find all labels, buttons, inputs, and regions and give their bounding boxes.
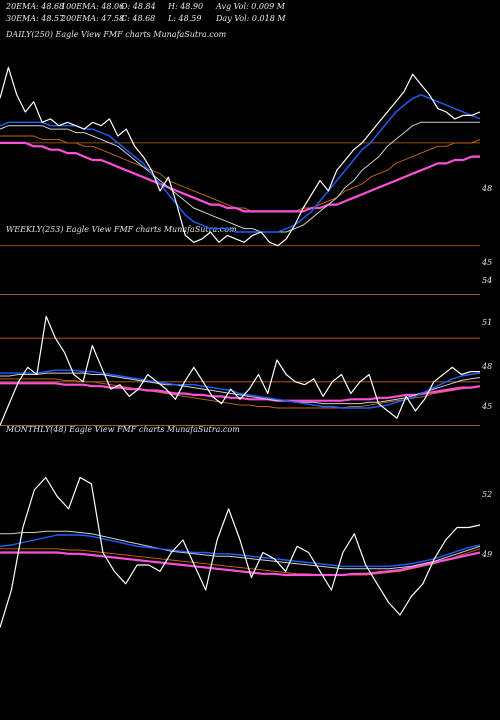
- series-ema-fast-0: [0, 94, 481, 233]
- series-price-1: [0, 315, 480, 426]
- high-readout: H: 48.90: [168, 2, 204, 11]
- open-readout: O: 48.84: [121, 2, 156, 11]
- day-vol-readout: Day Vol: 0.018 M: [216, 14, 286, 23]
- series-ema-fast-2: [0, 534, 481, 567]
- avg-vol-readout: Avg Vol: 0.009 M: [216, 2, 285, 11]
- series-ema-200-2: [0, 551, 481, 577]
- y-tick-label-2-0: 52: [482, 490, 493, 499]
- y-tick-label-2-1: 49: [482, 550, 493, 559]
- y-tick-label-1-1: 51: [482, 318, 493, 327]
- series-ema-fast-1: [0, 369, 481, 409]
- series-ema-200-0: [0, 141, 480, 213]
- y-tick-label-1-2: 48: [482, 362, 493, 371]
- series-price-0: [0, 66, 481, 247]
- series-ema-long-1: [0, 378, 481, 409]
- y-tick-label-1-3: 45: [482, 402, 493, 411]
- series-ema-slow-0: [0, 121, 480, 233]
- daily-panel-title: DAILY(250) Eagle View FMF charts MunafaS…: [6, 30, 227, 39]
- series-ema-long-2: [0, 548, 481, 576]
- ema100-readout: 100EMA: 48.06: [61, 2, 125, 11]
- weekly-panel-title: WEEKLY(253) Eagle View FMF charts Munafa…: [6, 225, 237, 234]
- y-tick-label-1-0: 54: [482, 276, 493, 285]
- series-ema-slow-1: [0, 372, 481, 405]
- series-price-2: [0, 476, 481, 628]
- ema30-readout: 30EMA: 48.57: [6, 14, 65, 23]
- monthly-panel-title: MONTHLY(48) Eagle View FMF charts Munafa…: [6, 425, 240, 434]
- y-tick-label-0-1: 45: [482, 258, 493, 267]
- series-ema-long-0: [0, 135, 481, 212]
- series-ema-slow-2: [0, 530, 481, 570]
- close-readout: C: 48.68: [121, 14, 156, 23]
- low-readout: L: 48.59: [168, 14, 202, 23]
- series-ema-200-1: [0, 382, 481, 402]
- ema200-readout: 200EMA: 47.58: [61, 14, 125, 23]
- ema20-readout: 20EMA: 48.68: [6, 2, 65, 11]
- y-tick-label-0-0: 48: [482, 184, 493, 193]
